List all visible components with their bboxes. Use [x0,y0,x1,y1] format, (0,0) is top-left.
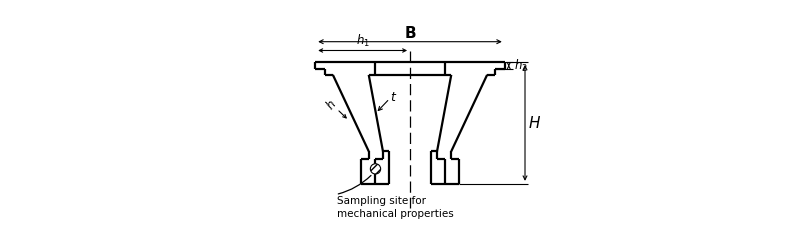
Text: $H$: $H$ [528,115,542,131]
Text: $h_1$: $h_1$ [356,33,370,49]
Circle shape [370,164,381,174]
Text: $t$: $t$ [390,91,398,104]
Text: $\mathbf{B}$: $\mathbf{B}$ [404,25,416,41]
Text: $h$: $h$ [323,97,340,113]
Text: Sampling site for
mechanical properties: Sampling site for mechanical properties [337,196,454,219]
Text: $h_2$: $h_2$ [514,58,527,74]
